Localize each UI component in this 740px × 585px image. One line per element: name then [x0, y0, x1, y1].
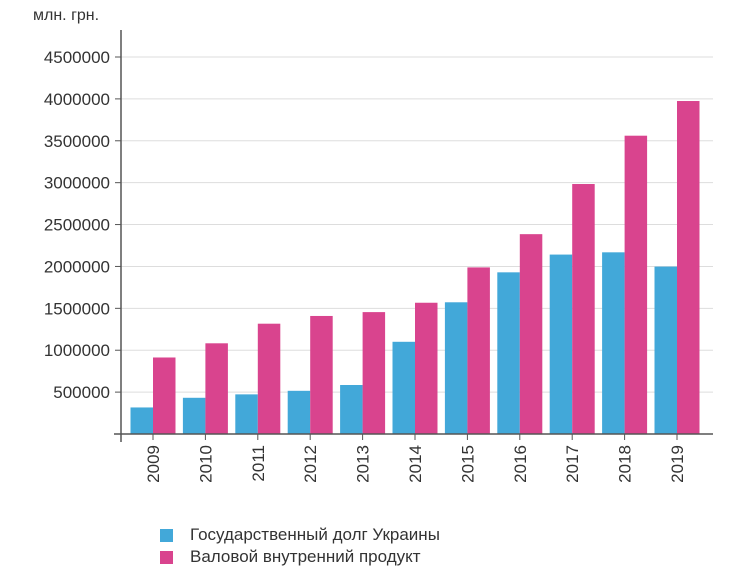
legend-item-debt: Государственный долг Украины: [160, 524, 440, 546]
bar-debt: [444, 302, 468, 434]
x-tick-label: 2016: [511, 445, 530, 483]
bar-debt: [235, 394, 258, 434]
x-tick-label: 2010: [196, 445, 215, 483]
bars: [130, 101, 700, 434]
bar-gdp: [467, 267, 490, 434]
bar-debt: [182, 397, 206, 434]
x-tick-label: 2011: [249, 445, 268, 482]
legend-swatch-gdp: [160, 550, 173, 564]
y-tick-label: 3000000: [44, 174, 110, 193]
x-tick-label: 2014: [406, 445, 425, 483]
x-axis: 2009 2010 2011 2012 2013 2014 2015 2016 2017 2018…: [114, 433, 713, 483]
y-tick-label: 4500000: [44, 48, 110, 67]
bar-debt: [549, 254, 573, 434]
bar-gdp: [572, 184, 595, 434]
x-tick-label: 2017: [563, 445, 582, 483]
x-tick-label: 2009: [144, 445, 163, 483]
bar-debt: [392, 341, 415, 434]
bar-chart: 500000 1000000 1500000 2000000 2500000 300000…: [44, 30, 713, 483]
x-tick-label: 2012: [301, 445, 320, 483]
y-tick-label: 2000000: [44, 257, 110, 276]
legend-item-gdp: Валовой внутренний продукт: [160, 546, 440, 568]
y-tick-label: 3500000: [44, 132, 110, 151]
bar-gdp: [310, 315, 333, 434]
y-tick-label: 1000000: [44, 341, 110, 360]
y-tick-label: 1500000: [44, 299, 110, 318]
bar-gdp: [415, 302, 438, 434]
bar-debt: [287, 390, 311, 434]
bar-gdp: [257, 323, 281, 434]
x-tick-label: 2015: [458, 445, 477, 483]
legend-label-gdp: Валовой внутренний продукт: [190, 547, 421, 566]
y-tick-label: 4000000: [44, 90, 110, 109]
legend-label-debt: Государственный долг Украины: [190, 525, 440, 544]
bar-gdp: [677, 101, 700, 434]
bar-gdp: [362, 312, 386, 434]
bar-debt: [497, 272, 520, 434]
y-tick-label: 2500000: [44, 216, 110, 235]
bar-gdp: [153, 357, 176, 434]
x-tick-label: 2019: [668, 445, 687, 483]
x-tick-label: 2018: [616, 445, 635, 483]
bar-debt: [654, 266, 677, 434]
y-tick-label: 500000: [53, 383, 110, 402]
bar-debt: [602, 252, 625, 434]
bar-debt: [340, 385, 363, 434]
legend-swatch-debt: [160, 528, 173, 542]
bar-gdp: [624, 135, 648, 434]
bar-gdp: [205, 343, 228, 434]
bar-gdp: [519, 234, 543, 434]
y-axis: 500000 1000000 1500000 2000000 2500000 300000…: [44, 30, 122, 442]
legend: Государственный долг Украины Валовой вну…: [160, 524, 440, 568]
x-tick-label: 2013: [354, 445, 373, 483]
y-axis-unit-label: млн. грн.: [33, 7, 100, 24]
bar-debt: [130, 407, 153, 434]
